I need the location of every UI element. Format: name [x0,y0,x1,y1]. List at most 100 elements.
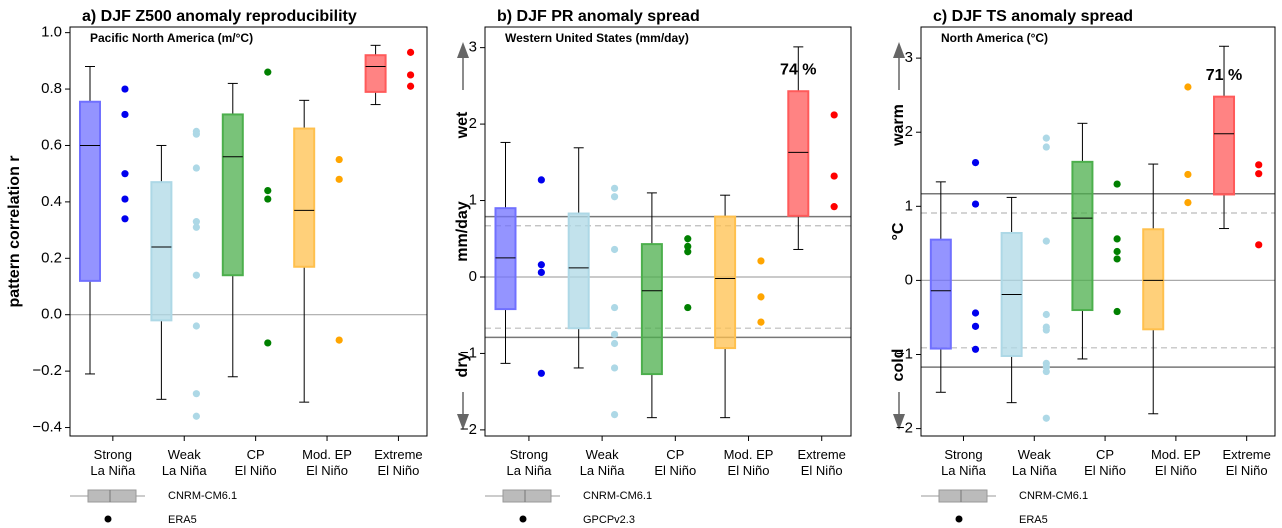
box [1213,95,1236,196]
obs-point [192,164,200,172]
y-tick-label: 0.6 [41,136,62,153]
obs-point [192,322,200,330]
obs-point [537,261,545,269]
x-tick-label-line: Strong [510,447,548,462]
box [787,90,810,217]
x-tick-label-line: Weak [586,447,619,462]
obs-point [1042,310,1050,319]
x-tick-label-line: La Niña [1012,463,1058,478]
legend-label: CNRM-CM6.1 [1019,490,1088,502]
obs-point [610,193,619,201]
obs-point [830,203,838,211]
y-tick-label: 1 [469,192,477,209]
legend-dot [104,515,112,523]
x-tick-label: Weak La Niña [162,447,208,478]
box [1071,160,1094,312]
y-tick-label: 0.8 [41,80,62,97]
panel-title: a) DJF Z500 anomaly reproducibility [82,8,357,25]
side-label: wet [454,111,471,139]
side-label: cold [890,349,907,382]
panel-subtitle: North America (°C) [941,31,1048,45]
x-tick-label-line: Weak [1018,447,1051,462]
x-tick-label-line: La Niña [941,463,987,478]
y-tick-label: −0.4 [32,419,62,436]
obs-point [610,303,619,312]
legend-label: CNRM-CM6.1 [168,490,237,502]
x-tick-label-line: Mod. EP [1151,447,1201,462]
obs-point [1042,414,1050,422]
x-tick-label-line: La Niña [162,463,208,478]
x-tick-label-line: La Niña [90,463,136,478]
x-tick-label: Weak La Niña [580,447,626,478]
obs-point [971,322,980,330]
arrow-down-head [457,414,469,430]
panel-title: c) DJF TS anomaly spread [933,8,1133,25]
x-tick-label-line: Strong [944,447,982,462]
x-tick-label-line: Extreme [374,447,422,462]
x-tick-label-line: Mod. EP [302,447,352,462]
obs-point [121,110,129,119]
obs-point [1042,367,1050,376]
x-tick-label-line: El Niño [1084,463,1126,478]
y-tick-label: 1.0 [41,24,62,41]
obs-point [1042,326,1050,334]
x-tick-label: CP El Niño [654,447,696,478]
obs-point [264,195,272,203]
legend-box [938,489,988,503]
y-tick-label: 0 [905,271,913,288]
obs-point [406,82,415,90]
annotation: 71 % [1206,67,1242,84]
box [640,243,663,376]
obs-point [1184,170,1192,179]
obs-point [971,200,980,208]
obs-point [192,218,200,226]
panel-subtitle: Pacific North America (m/°C) [90,31,253,45]
obs-point [406,71,415,79]
legend-label: CNRM-CM6.1 [583,490,652,502]
y-axis-label: pattern correlation r [6,155,23,307]
x-tick-label: Strong La Niña [90,447,136,478]
y-tick-label: 3 [905,49,913,66]
obs-point [406,48,415,56]
obs-point [192,412,200,420]
obs-point [757,318,765,326]
obs-point [121,195,129,203]
legend-dot [519,515,527,523]
x-tick-label: Strong La Niña [507,447,553,478]
x-tick-label-line: CP [1096,447,1114,462]
x-tick-label-line: El Niño [235,463,277,478]
x-tick-label-line: CP [247,447,265,462]
x-tick-label: CP El Niño [1084,447,1126,478]
obs-point [121,215,129,223]
obs-point [537,176,545,184]
obs-point [757,257,765,265]
x-tick-label-line: La Niña [580,463,626,478]
obs-point [610,339,619,348]
x-tick-label: Extreme El Niño [374,447,422,478]
axes-frame [69,26,428,437]
obs-point [610,364,619,372]
y-tick-label: −1 [460,344,477,361]
side-label: dry [454,352,471,377]
x-tick-label-line: El Niño [1155,463,1197,478]
axes-frame [920,26,1276,437]
obs-point [684,303,692,312]
x-tick-label-line: Strong [94,447,132,462]
x-tick-label: Strong La Niña [941,447,987,478]
x-tick-label-line: Extreme [1222,447,1270,462]
x-tick-label: Mod. EP El Niño [724,447,774,478]
obs-point [1113,247,1121,256]
box [567,212,590,330]
obs-point [971,309,980,317]
obs-point [1042,143,1050,151]
legend-label: ERA5 [168,514,197,526]
obs-point [192,223,200,231]
obs-point [610,410,619,419]
x-tick-label-line: El Niño [654,463,696,478]
obs-point [1042,237,1050,245]
obs-point [264,187,272,195]
obs-point [192,390,200,398]
obs-point [610,184,619,192]
box [494,207,517,311]
